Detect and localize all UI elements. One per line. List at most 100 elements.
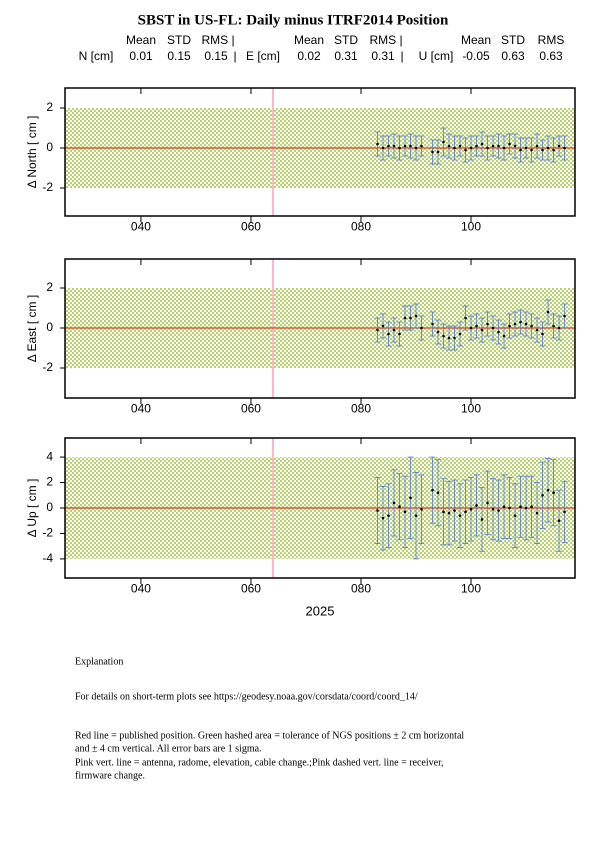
- x-tick-label: 100: [461, 582, 481, 596]
- point: [414, 314, 418, 318]
- point: [376, 142, 379, 146]
- point: [414, 514, 418, 517]
- point: [502, 146, 506, 150]
- title: SBST in US-FL: Daily minus ITRF2014 Posi…: [138, 12, 449, 28]
- stats-value: 0.31: [371, 49, 395, 63]
- stats-separator: |: [233, 49, 236, 63]
- stats-header: Mean: [461, 33, 491, 47]
- point: [513, 514, 517, 517]
- x-tick-label: 080: [351, 220, 371, 234]
- point: [552, 491, 555, 495]
- point: [552, 148, 555, 152]
- y-tick-label: -4: [42, 551, 53, 565]
- point: [557, 519, 561, 523]
- stats-header: STD: [167, 33, 191, 47]
- point: [392, 144, 396, 148]
- point: [436, 150, 440, 154]
- x-tick-label: 060: [241, 402, 261, 416]
- point: [453, 509, 456, 512]
- point: [480, 142, 484, 146]
- stats-header: RMS |: [201, 33, 234, 47]
- y-tick-label: 0: [46, 500, 53, 514]
- stats-value: 0.15: [167, 49, 191, 63]
- point: [414, 146, 418, 150]
- stats-value: 0.63: [501, 49, 525, 63]
- point: [541, 493, 544, 497]
- point: [453, 146, 456, 150]
- point: [458, 514, 462, 517]
- point: [497, 144, 500, 148]
- point: [486, 501, 489, 505]
- point: [420, 326, 423, 330]
- point: [431, 322, 434, 326]
- x-tick-label: 040: [131, 582, 151, 596]
- point: [502, 334, 506, 338]
- point: [392, 328, 396, 332]
- point: [546, 488, 550, 492]
- point: [563, 146, 566, 150]
- point: [409, 144, 412, 148]
- y-tick-label: 2: [46, 475, 53, 489]
- x-tick-label: 100: [461, 402, 481, 416]
- y-axis-label: Δ North [ cm ]: [25, 116, 39, 189]
- stats-label: E [cm]: [246, 49, 280, 63]
- x-axis-label: 2025: [306, 603, 335, 618]
- y-tick-label: 0: [46, 140, 53, 154]
- stats-header: STD: [501, 33, 525, 47]
- point: [530, 148, 533, 152]
- y-tick-label: -2: [42, 360, 53, 374]
- point: [447, 336, 451, 340]
- x-tick-label: 040: [131, 402, 151, 416]
- point: [508, 324, 511, 328]
- point: [420, 507, 423, 511]
- point: [486, 322, 489, 326]
- point: [497, 509, 500, 512]
- plot-frame: [64, 87, 576, 217]
- point: [381, 516, 385, 520]
- point: [508, 506, 511, 510]
- stats-header: STD: [334, 33, 358, 47]
- point: [469, 326, 473, 330]
- point: [376, 328, 379, 332]
- point: [381, 324, 385, 328]
- stats-value: 0.02: [297, 49, 321, 63]
- point: [469, 507, 473, 511]
- point: [403, 144, 407, 148]
- point: [557, 144, 561, 148]
- point: [464, 148, 467, 152]
- x-tick-label: 060: [241, 220, 261, 234]
- note: Explanation: [75, 656, 123, 667]
- point: [480, 328, 484, 332]
- stats-header: RMS |: [369, 33, 402, 47]
- point: [458, 332, 462, 336]
- point: [530, 324, 533, 328]
- point: [409, 316, 412, 320]
- stats-value: -0.05: [462, 49, 490, 63]
- y-tick-label: -2: [42, 526, 53, 540]
- point: [387, 332, 390, 336]
- stats-label: N [cm]: [79, 49, 114, 63]
- y-tick-label: 2: [46, 100, 53, 114]
- point: [436, 491, 440, 495]
- y-tick-label: 2: [46, 280, 53, 294]
- y-tick-label: 4: [46, 449, 53, 463]
- note: Pink vert. line = antenna, radome, eleva…: [75, 757, 444, 768]
- point: [524, 506, 528, 510]
- point: [447, 144, 451, 148]
- point: [464, 316, 467, 320]
- point: [376, 509, 379, 512]
- point: [398, 505, 401, 509]
- point: [398, 146, 401, 150]
- stats-header: Mean: [126, 33, 156, 47]
- point: [552, 324, 555, 328]
- point: [519, 148, 522, 152]
- point: [409, 496, 412, 500]
- point: [447, 511, 451, 515]
- y-axis-label: Δ Up [ cm ]: [25, 479, 39, 538]
- point: [491, 507, 495, 511]
- stats-label: U [cm]: [419, 49, 454, 63]
- point: [442, 334, 445, 338]
- point: [502, 505, 506, 509]
- point: [497, 330, 500, 334]
- point: [519, 320, 522, 324]
